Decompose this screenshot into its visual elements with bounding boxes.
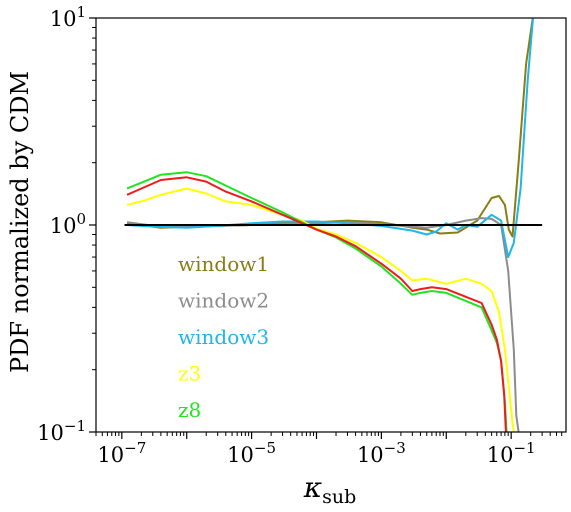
y-axis-label: PDF normalized by CDM <box>6 71 34 373</box>
x-axis-label: κsub <box>303 471 357 508</box>
x-tick-label: 10−3 <box>357 439 406 467</box>
y-tick-label: 10−1 <box>37 417 86 445</box>
legend-entry-z3: z3 <box>178 362 201 386</box>
legend-entry-window2: window2 <box>178 289 269 313</box>
legend: window1 window2 window3 z3 z8 <box>178 252 269 422</box>
y-tick-label: 100 <box>50 210 86 238</box>
series-line-window3 <box>126 18 535 259</box>
series-line-series-6 <box>126 176 507 432</box>
legend-entry-z8: z8 <box>178 398 201 422</box>
x-axis-label-symbol: κ <box>303 471 322 504</box>
x-tick-label: 10−5 <box>227 439 276 467</box>
x-tick-label: 10−7 <box>97 439 146 467</box>
series-line-window1 <box>126 18 534 238</box>
legend-entry-window3: window3 <box>178 325 269 349</box>
tick-labels-layer: 10−7 10−5 10−3 10−1 10−1 100 101 <box>37 3 535 467</box>
series-line-z3 <box>126 187 515 432</box>
legend-entry-window1: window1 <box>178 252 269 276</box>
y-tick-label: 101 <box>50 3 86 31</box>
series-line-z8 <box>126 171 508 432</box>
x-tick-label: 10−1 <box>487 439 536 467</box>
x-axis-label-subscript: sub <box>322 486 356 508</box>
ticks-layer <box>89 17 563 439</box>
series-layer <box>126 18 535 432</box>
